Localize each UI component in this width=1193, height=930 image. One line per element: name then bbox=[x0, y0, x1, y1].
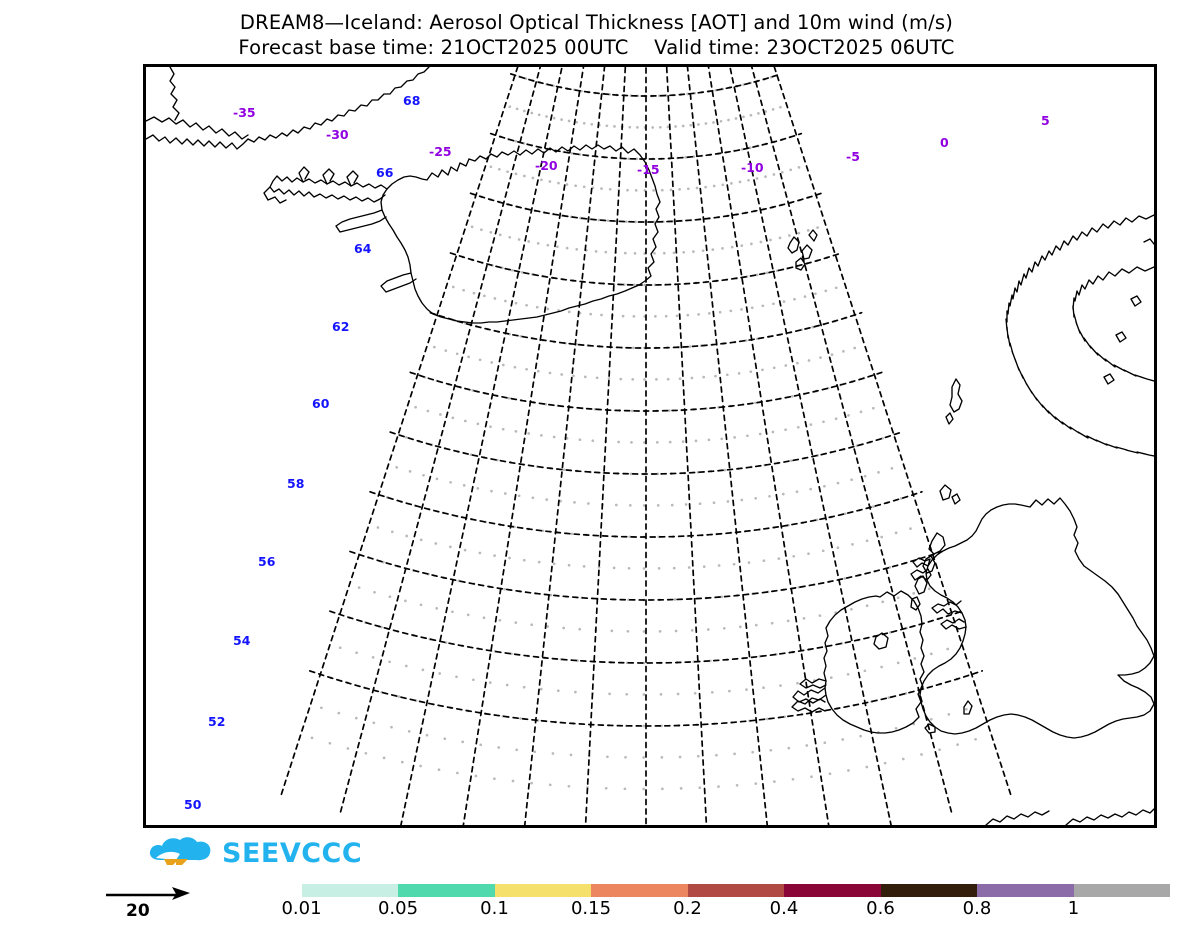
latitude-label: 56 bbox=[258, 554, 276, 569]
colorbar-tick: 0.15 bbox=[570, 898, 612, 919]
longitude-label: -25 bbox=[429, 144, 452, 159]
coastline-isle-of-mull bbox=[912, 557, 931, 568]
colorbar-segment bbox=[494, 884, 591, 897]
map-clip: 68 66 64 62 60 58 56 54 52 50 -35 -30 -25 -20 -15 -10-… bbox=[146, 67, 1154, 825]
coastline-ireland bbox=[823, 590, 925, 734]
coastline-isle-of-skye bbox=[910, 568, 932, 581]
coastline-brittany bbox=[985, 810, 1050, 825]
coastline-westfjords bbox=[269, 175, 388, 203]
coastline-ireland-west-inlets bbox=[799, 678, 827, 689]
coastlines bbox=[146, 67, 1154, 825]
logo-text: SEEVCCC bbox=[222, 838, 363, 869]
longitude-label: -20 bbox=[535, 158, 558, 173]
colorbar-tick: 0.8 bbox=[962, 898, 992, 919]
title-line-times: Forecast base time: 21OCT2025 00UTC Vali… bbox=[238, 36, 955, 59]
latitude-label: 58 bbox=[287, 476, 304, 491]
latitude-label: 64 bbox=[354, 241, 372, 256]
colorbar-segment bbox=[591, 884, 688, 897]
coastline-westfjords-spur2 bbox=[322, 168, 335, 185]
chart-title-block: DREAM8—Iceland: Aerosol Optical Thicknes… bbox=[0, 10, 1193, 60]
longitude-label: -35 bbox=[233, 105, 256, 120]
colorbar-segment bbox=[301, 884, 398, 897]
coastline-snaefellsnes bbox=[335, 209, 387, 233]
coastline-westfjords-spur3 bbox=[346, 170, 359, 187]
map-panel[interactable]: 68 66 64 62 60 58 56 54 52 50 -35 -30 -25 -20 -15 -10-… bbox=[143, 64, 1157, 828]
longitude-label: -10 bbox=[741, 160, 764, 175]
coastline-france bbox=[1065, 808, 1154, 825]
coastline-scotland-west-fjords2 bbox=[940, 618, 967, 630]
latitude-label: 60 bbox=[312, 396, 330, 411]
colorbar-tick: 0.1 bbox=[480, 898, 509, 919]
latitude-label: 52 bbox=[208, 714, 225, 729]
coastline-shetland bbox=[945, 378, 963, 425]
colorbar-segment bbox=[205, 884, 302, 897]
coastline-orkney bbox=[939, 484, 961, 505]
coastline-westfjords-spur1 bbox=[298, 166, 310, 183]
coastline-great-britain bbox=[919, 497, 1154, 739]
coastline-isle-of-man bbox=[963, 700, 973, 715]
colorbar-segment bbox=[977, 884, 1074, 897]
latitude-label: 54 bbox=[233, 633, 251, 648]
colorbar-tick: 0.05 bbox=[377, 898, 419, 919]
title-line-variable: DREAM8—Iceland: Aerosol Optical Thicknes… bbox=[239, 11, 954, 34]
latitude-label: 66 bbox=[376, 165, 394, 180]
colorbar-tick: 1 bbox=[1067, 898, 1080, 919]
wind-scale-value: 20 bbox=[126, 901, 150, 921]
coastline-ireland-sw-peninsulas bbox=[791, 694, 827, 713]
colorbar-segment bbox=[687, 884, 784, 897]
cloud-icon bbox=[149, 837, 211, 865]
colorbar-tick: 0.4 bbox=[769, 898, 799, 919]
longitude-labels: -35 -30 -25 -20 -15 -10 -5 0 5 bbox=[233, 105, 1050, 177]
latitude-label: 62 bbox=[332, 319, 349, 334]
coastline-scotland-west-fjords bbox=[931, 600, 963, 615]
colorbar-tick-labels: 0.01 0.05 0.1 0.15 0.2 0.4 0.6 0.8 1 bbox=[205, 898, 1170, 922]
longitude-label: -30 bbox=[326, 127, 349, 142]
coastline-faroe-islands bbox=[787, 229, 818, 271]
colorbar-segment bbox=[880, 884, 977, 897]
colorbar-tick: 0.6 bbox=[866, 898, 895, 919]
colorbar-segment bbox=[398, 884, 495, 897]
coastline-lough-neagh bbox=[873, 632, 889, 650]
arrow-right-icon bbox=[106, 887, 190, 900]
latitude-labels: 68 66 64 62 60 58 56 54 52 50 bbox=[184, 93, 420, 812]
coastline-outer-hebrides bbox=[910, 532, 946, 611]
coastline-westfjords-neck bbox=[263, 186, 287, 204]
coastline-greenland bbox=[146, 67, 430, 150]
longitude-label: -15 bbox=[637, 162, 660, 177]
colorbar bbox=[205, 884, 1170, 897]
coastline-norway-fjord-detail bbox=[1072, 266, 1154, 382]
longitude-label: 0 bbox=[940, 135, 949, 150]
colorbar-segment bbox=[1073, 884, 1170, 897]
coastline-greenland-spur bbox=[169, 67, 180, 121]
coastline-greenland-inlet bbox=[146, 116, 249, 140]
coastline-ireland-sw-inlets bbox=[792, 687, 826, 704]
coastline-iceland bbox=[380, 144, 661, 324]
coastline-norway-islands bbox=[1103, 238, 1154, 385]
colorbar-tick: 0.2 bbox=[673, 898, 702, 919]
longitude-label: -5 bbox=[846, 149, 860, 164]
graticule-lines bbox=[280, 67, 1012, 825]
colorbar-tick: 0.01 bbox=[281, 898, 322, 919]
latitude-label: 50 bbox=[184, 797, 202, 812]
latitude-label: 68 bbox=[403, 93, 420, 108]
wind-scale-legend: 20 bbox=[104, 886, 204, 928]
seevccc-logo: SEEVCCC bbox=[146, 834, 363, 874]
longitude-label: 5 bbox=[1041, 113, 1050, 128]
coastline-norway bbox=[1005, 214, 1154, 457]
coastline-reykjanes bbox=[380, 272, 417, 293]
coastline-anglesey bbox=[924, 723, 936, 734]
colorbar-segment bbox=[784, 884, 881, 897]
